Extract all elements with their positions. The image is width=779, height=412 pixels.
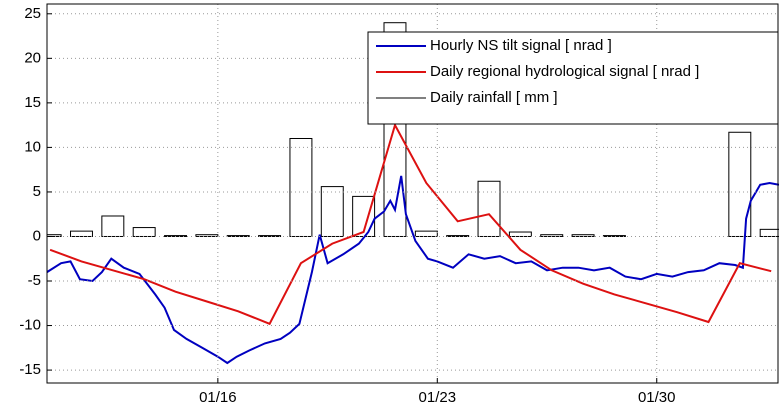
y-tick-label: 10: [24, 138, 41, 155]
bar: [508, 231, 532, 237]
x-tick-label: 01/23: [419, 389, 457, 406]
y-tick-label: 0: [33, 227, 41, 244]
y-tick-label: -5: [28, 272, 41, 289]
y-tick-label: 15: [24, 94, 41, 111]
bar: [70, 230, 93, 237]
bar: [759, 228, 779, 237]
legend-box: [367, 31, 779, 125]
plot-area: [47, 22, 779, 365]
y-tick-label: 20: [24, 49, 41, 66]
legend-label: Daily regional hydrological signal [ nra…: [430, 63, 699, 80]
data-line: [49, 122, 772, 326]
x-tick-label: 01/16: [199, 389, 237, 406]
data-line: [47, 175, 779, 365]
legend-label: Hourly NS tilt signal [ nrad ]: [430, 37, 612, 54]
bar: [320, 186, 344, 237]
bar: [383, 22, 407, 237]
bar: [477, 180, 501, 237]
bar: [602, 235, 626, 237]
y-tick-label: -15: [19, 361, 41, 378]
bar: [101, 215, 125, 237]
x-tick-label: 01/30: [638, 389, 676, 406]
bar: [258, 235, 282, 237]
bar: [414, 230, 438, 237]
axes-frame: [46, 3, 779, 384]
bar: [132, 227, 156, 237]
bar: [226, 235, 250, 237]
y-tick-label: -10: [19, 317, 41, 334]
legend-label: Daily rainfall [ mm ]: [430, 89, 558, 106]
y-tick-label: 25: [24, 5, 41, 22]
bar: [289, 137, 313, 237]
bar: [195, 234, 219, 237]
y-tick-label: 5: [33, 183, 41, 200]
bar: [446, 235, 470, 237]
